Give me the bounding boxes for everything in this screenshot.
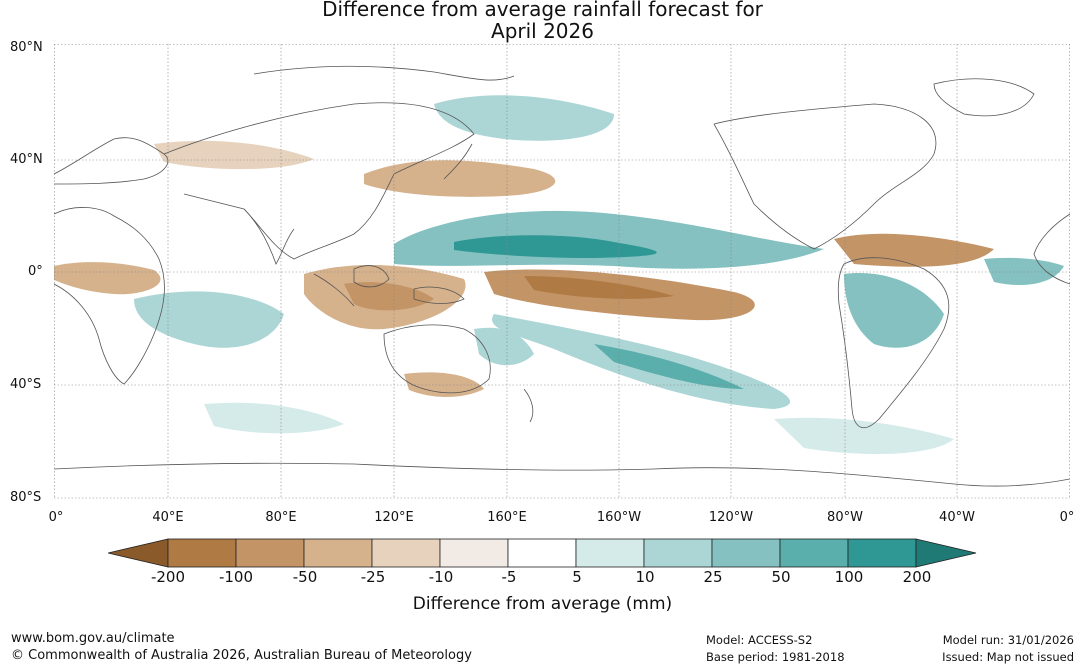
colorbar-tick-label: 10 xyxy=(635,568,655,586)
colorbar-tick-label: 25 xyxy=(703,568,723,586)
dry-region-australia-south xyxy=(404,372,484,398)
colorbar-extend-low xyxy=(108,538,169,568)
colorbar-tick-label: 100 xyxy=(834,568,864,586)
lat-label-80s: 80°S xyxy=(10,490,42,505)
coast-borneo xyxy=(353,265,390,288)
coast-south-america xyxy=(837,257,950,429)
wet-region-southern-ocean xyxy=(774,417,954,455)
rainfall-anomaly-map xyxy=(54,44,1070,499)
lon-label-120w: 120°W xyxy=(708,510,754,525)
coast-greenland xyxy=(933,78,1035,117)
colorbar-tick-label: -200 xyxy=(150,568,186,586)
dry-region-north-pacific xyxy=(364,160,556,197)
lat-label-40s: 40°S xyxy=(10,377,42,392)
lon-label-0-right: 0° xyxy=(1059,510,1075,525)
lat-label-equator: 0° xyxy=(28,264,43,279)
coastlines xyxy=(54,65,1070,487)
colorbar xyxy=(108,538,977,568)
colorbar-segment xyxy=(303,538,373,568)
coast-new-guinea xyxy=(413,286,465,304)
dry-region-asia xyxy=(154,140,314,170)
coast-north-america xyxy=(713,103,937,250)
colorbar-segment xyxy=(847,538,917,568)
footer-url: www.bom.gov.au/climate xyxy=(11,631,175,646)
colorbar-segment xyxy=(167,538,237,568)
dry-core-pacific xyxy=(524,276,674,299)
footer-copyright: © Commonwealth of Australia 2026, Austra… xyxy=(11,648,472,663)
wet-region-north-pacific xyxy=(434,95,614,141)
colorbar-segment xyxy=(371,538,441,568)
coast-india xyxy=(243,208,295,265)
footer-model-run: Model run: 31/01/2026 xyxy=(942,633,1074,647)
lon-label-40e: 40°E xyxy=(152,510,184,525)
lon-label-80w: 80°W xyxy=(827,510,863,525)
anomaly-fields xyxy=(54,95,1064,455)
coast-new-zealand xyxy=(523,388,534,423)
colorbar-segment xyxy=(439,538,509,568)
colorbar-segment xyxy=(235,538,305,568)
colorbar-segment xyxy=(711,538,781,568)
lon-label-160e: 160°E xyxy=(487,510,527,525)
dry-core-maritime xyxy=(344,282,434,311)
colorbar-title: Difference from average (mm) xyxy=(412,594,673,614)
lon-label-40w: 40°W xyxy=(939,510,975,525)
colorbar-tick-label: 5 xyxy=(572,568,582,586)
map-title-line1: Difference from average rainfall forecas… xyxy=(322,0,763,21)
footer-model: Model: ACCESS-S2 xyxy=(706,633,813,647)
coast-australia xyxy=(383,324,491,394)
wet-region-south-indian xyxy=(204,402,344,434)
colorbar-tick-label: -25 xyxy=(360,568,386,586)
colorbar-segment xyxy=(575,538,645,568)
footer-issued: Issued: Map not issued xyxy=(942,650,1074,664)
colorbar-segment xyxy=(779,538,849,568)
coast-arctic xyxy=(253,65,515,81)
colorbar-segment xyxy=(507,538,577,568)
wet-region-east-atlantic xyxy=(984,257,1064,286)
coast-antarctica xyxy=(54,462,1070,487)
colorbar-tick-label: -100 xyxy=(218,568,254,586)
wet-core-pacific xyxy=(454,235,657,258)
lon-label-120e: 120°E xyxy=(374,510,414,525)
lat-label-40n: 40°N xyxy=(10,152,43,167)
coast-sumatra xyxy=(313,273,355,307)
colorbar-extend-high xyxy=(915,538,977,568)
colorbar-tick-label: 200 xyxy=(902,568,932,586)
lat-label-80n: 80°N xyxy=(10,40,43,55)
dry-region-atlantic xyxy=(834,233,994,267)
map-title-line2: April 2026 xyxy=(491,19,594,43)
dry-region-africa xyxy=(54,262,161,295)
lon-label-0-left: 0° xyxy=(48,510,64,525)
coast-japan xyxy=(443,143,473,180)
wet-region-australia-east xyxy=(474,327,534,366)
colorbar-segment xyxy=(643,538,713,568)
colorbar-tick-label: 50 xyxy=(771,568,791,586)
colorbar-tick-label: -50 xyxy=(292,568,318,586)
wet-region-indian xyxy=(134,291,284,348)
colorbar-tick-label: -5 xyxy=(501,568,517,586)
lon-label-160w: 160°W xyxy=(596,510,642,525)
footer-base-period: Base period: 1981-2018 xyxy=(706,650,845,664)
lon-label-80e: 80°E xyxy=(265,510,297,525)
wet-band-south-pacific xyxy=(594,344,744,389)
coast-africa-east-wrap xyxy=(1033,213,1070,285)
colorbar-tick-label: -10 xyxy=(428,568,454,586)
gridlines xyxy=(54,44,1070,499)
coast-africa xyxy=(54,207,165,385)
wet-region-south-america xyxy=(844,273,944,348)
